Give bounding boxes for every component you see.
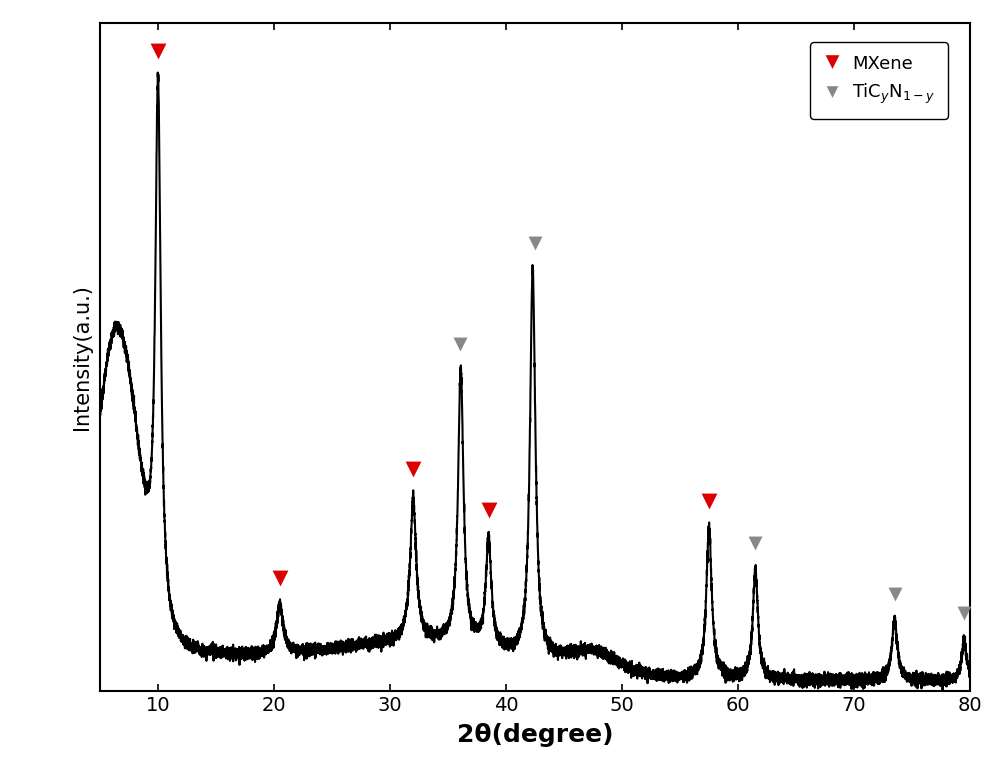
Point: [481, 504, 497, 516]
Y-axis label: Intensity(a.u.): Intensity(a.u.): [72, 284, 92, 430]
X-axis label: 2θ(degree): 2θ(degree): [457, 723, 613, 747]
Point: [527, 237, 543, 250]
Point: [887, 588, 903, 600]
Point: [405, 462, 421, 475]
Point: [701, 495, 717, 507]
Point: [747, 537, 763, 549]
Point: [452, 338, 468, 350]
Point: [956, 607, 972, 620]
Legend: MXene, TiC$_y$N$_{1-y}$: MXene, TiC$_y$N$_{1-y}$: [810, 42, 948, 118]
Point: [272, 571, 288, 584]
Point: [150, 45, 166, 57]
